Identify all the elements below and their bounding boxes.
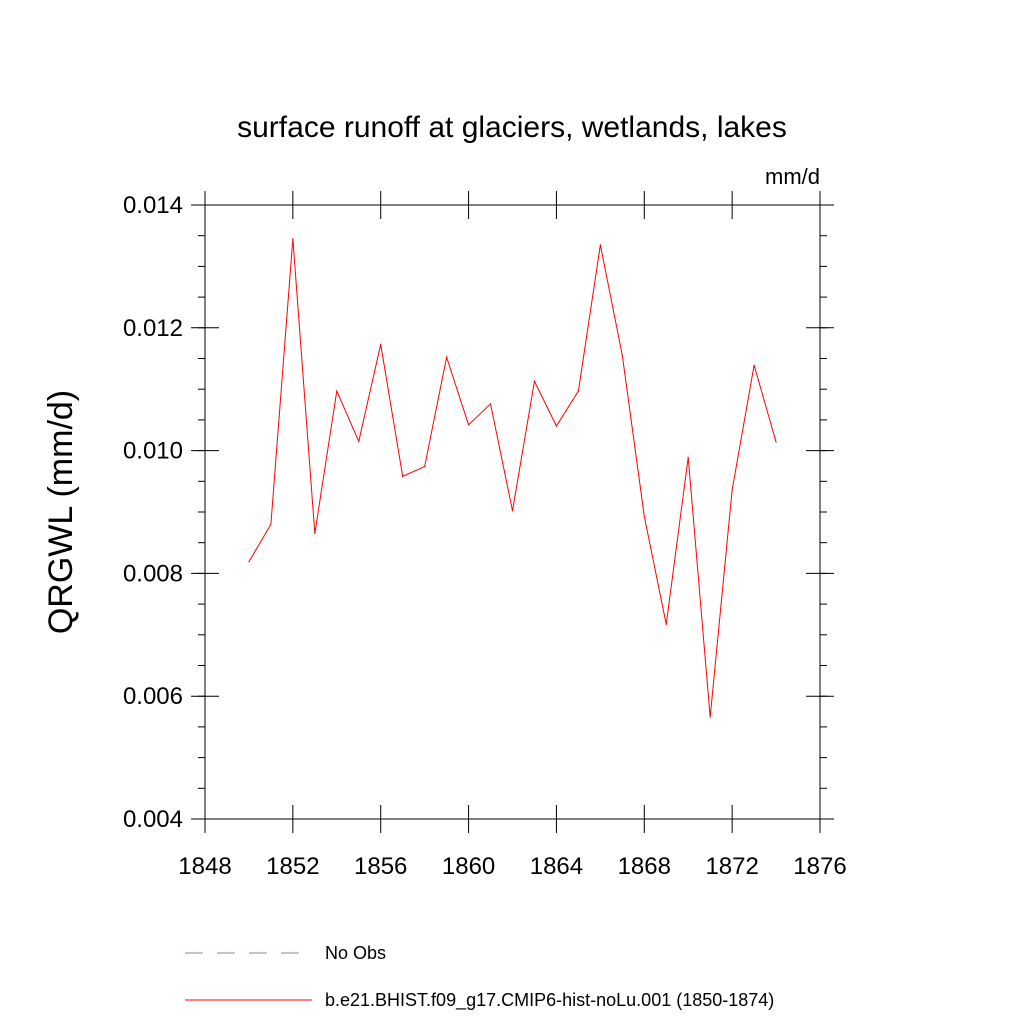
data-point: [380, 343, 382, 345]
x-tick-label: 1852: [266, 853, 319, 880]
data-point: [643, 515, 645, 517]
data-point: [709, 716, 711, 718]
data-point: [665, 623, 667, 625]
x-tick-label: 1860: [442, 853, 495, 880]
data-point: [489, 403, 492, 405]
x-tick-label: 1868: [618, 853, 671, 880]
data-point: [533, 380, 536, 382]
y-tick-label: 0.010: [123, 438, 183, 465]
x-tick-label: 1848: [178, 853, 231, 880]
data-point: [599, 244, 601, 246]
x-tick-label: 1872: [705, 853, 758, 880]
data-point: [336, 390, 338, 392]
y-tick-label: 0.006: [123, 683, 183, 710]
data-point: [687, 456, 689, 458]
data-point: [292, 238, 294, 240]
y-tick-label: 0.014: [123, 192, 183, 219]
data-point: [577, 390, 579, 392]
y-tick-label: 0.012: [123, 315, 183, 342]
series-lines: [248, 238, 777, 718]
data-point: [358, 440, 360, 442]
legend-label: No Obs: [325, 943, 386, 963]
x-tick-label: 1876: [793, 853, 846, 880]
data-point: [314, 532, 316, 535]
data-point: [270, 523, 272, 525]
chart-title: surface runoff at glaciers, wetlands, la…: [237, 111, 787, 144]
data-point: [775, 441, 777, 443]
data-point: [467, 424, 470, 426]
data-point: [424, 465, 426, 468]
series-line: [248, 238, 777, 718]
y-axis-label: QRGWL (mm/d): [42, 390, 80, 634]
data-point: [248, 561, 250, 563]
legend: No Obs b.e21.BHIST.f09_g17.CMIP6-hist-noL…: [185, 943, 774, 1011]
data-point: [446, 356, 448, 358]
data-point: [621, 354, 623, 357]
data-point: [731, 489, 733, 491]
data-point: [753, 364, 755, 366]
data-point: [402, 475, 404, 477]
units-label: mm/d: [765, 164, 820, 189]
axes: 0.004 0.006 0.008 0.010 0.012 0.014 1848 1852 18…: [123, 191, 847, 880]
y-tick-label: 0.008: [123, 560, 183, 587]
data-point: [511, 510, 514, 512]
x-tick-label: 1864: [530, 853, 583, 880]
legend-label: b.e21.BHIST.f09_g17.CMIP6-hist-noLu.001 …: [325, 990, 774, 1011]
y-tick-label: 0.004: [123, 806, 183, 833]
data-point: [555, 425, 558, 427]
x-tick-label: 1856: [354, 853, 407, 880]
